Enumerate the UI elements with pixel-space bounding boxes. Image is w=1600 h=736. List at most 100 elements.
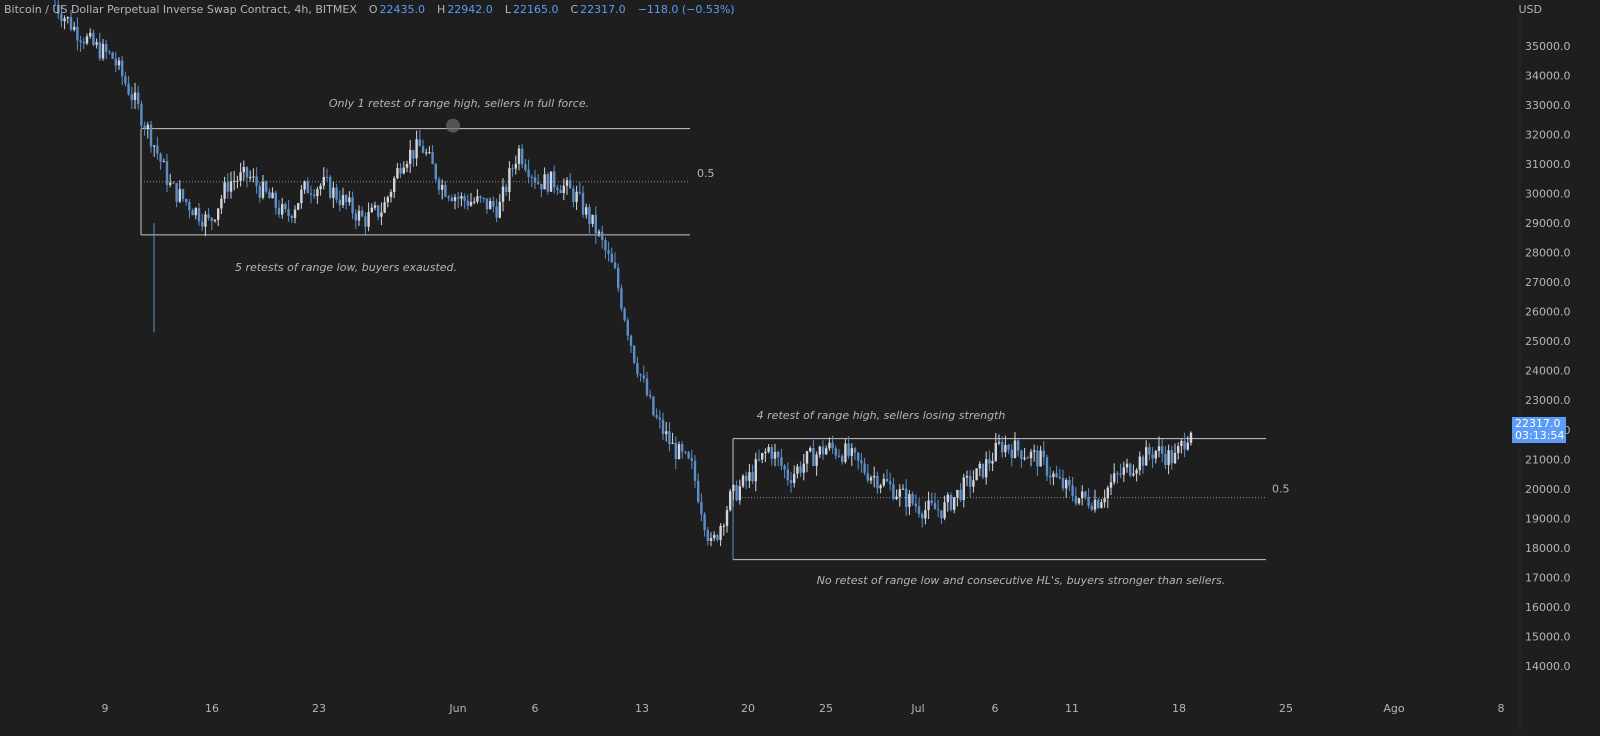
candle-body (175, 183, 178, 202)
last-price-flag: 22317.0 03:13:54 (1512, 417, 1566, 443)
candle-body (1119, 473, 1122, 475)
candle-body (1001, 442, 1004, 453)
candle-body (565, 180, 569, 186)
candle-body (533, 177, 537, 183)
candle-body (767, 447, 770, 452)
candle-body (428, 152, 431, 154)
candle-body (415, 139, 418, 159)
candle-body (501, 186, 505, 202)
y-tick-label: 28000.0 (1525, 247, 1571, 260)
candle-body (988, 459, 991, 464)
candle-body (997, 442, 1001, 444)
candle-body (485, 198, 489, 210)
candle-body (73, 26, 76, 30)
candle-body (1173, 452, 1177, 464)
candle-body (853, 448, 857, 453)
candle-body (1071, 485, 1074, 497)
candle-body (482, 198, 485, 200)
candle-body (364, 216, 367, 227)
candle-body (517, 148, 521, 164)
candle-body (111, 52, 114, 59)
candle-body (453, 197, 457, 201)
candle-body (309, 193, 313, 195)
x-tick-label: 9 (102, 702, 109, 715)
y-tick-label: 15000.0 (1525, 630, 1571, 643)
candle-body (1074, 496, 1077, 504)
candle-body (508, 168, 511, 192)
candle-body (981, 463, 985, 478)
candle-body (213, 219, 217, 221)
candle-body (405, 163, 409, 168)
candle-body (469, 201, 473, 206)
candle-body (930, 500, 933, 504)
candle-body (610, 253, 613, 263)
range-mid-label: 0.5 (1272, 483, 1290, 496)
candle-body (393, 178, 396, 192)
x-tick-label: 20 (741, 702, 755, 715)
y-tick-label: 16000.0 (1525, 601, 1571, 614)
candle-body (223, 182, 226, 199)
candle-body (780, 457, 783, 466)
candle-body (1049, 475, 1052, 478)
candle-body (1141, 456, 1145, 466)
candle-body (281, 204, 284, 215)
candle-body (729, 491, 732, 511)
candle-body (991, 460, 994, 464)
candle-body (690, 458, 693, 461)
annotation-text: 5 retests of range low, buyers exausted. (235, 261, 457, 274)
candle-body (994, 442, 997, 461)
candle-body (229, 181, 233, 192)
candle-body (1189, 432, 1193, 443)
candle-body (924, 509, 927, 519)
open-value: 22435.0 (379, 3, 426, 16)
symbol-title[interactable]: Bitcoin / US Dollar Perpetual Inverse Sw… (4, 3, 357, 16)
candle-body (143, 125, 146, 129)
candle-body (351, 197, 354, 214)
candle-body (601, 231, 604, 241)
candle-body (1052, 473, 1055, 478)
candle-body (812, 448, 815, 466)
candle-body (655, 415, 658, 418)
candle-body (514, 163, 517, 169)
candle-body (185, 198, 188, 203)
currency-label[interactable]: USD (1518, 3, 1542, 16)
candle-body (1058, 476, 1061, 478)
annotation-text: Only 1 retest of range high, sellers in … (329, 97, 589, 110)
candle-body (335, 187, 338, 200)
symbol-header: Bitcoin / US Dollar Perpetual Inverse Sw… (4, 3, 737, 16)
candle-body (933, 503, 937, 510)
candle-body (181, 189, 185, 199)
candle-body (265, 181, 268, 192)
candle-body (201, 221, 204, 227)
candle-body (437, 179, 441, 190)
x-tick-label: 6 (992, 702, 999, 715)
candle-body (751, 472, 754, 482)
candle-body (917, 506, 921, 515)
candle-body (1061, 477, 1065, 489)
candle-body (668, 431, 671, 444)
candle-body (1132, 473, 1135, 476)
candle-body (441, 184, 444, 190)
candle-body (297, 203, 300, 210)
candle-body (591, 214, 594, 224)
candle-body (1161, 446, 1164, 454)
candle-body (146, 124, 149, 129)
candle-body (895, 496, 898, 499)
candle-body (530, 176, 533, 178)
candle-body (402, 167, 405, 174)
range-mid-label: 0.5 (697, 167, 715, 180)
y-tick-label: 32000.0 (1525, 129, 1571, 142)
candle-body (885, 478, 889, 482)
candle-body (754, 459, 757, 482)
candle-body (828, 442, 831, 449)
x-tick-label: 25 (1279, 702, 1293, 715)
candle-body (239, 172, 242, 181)
candle-body (399, 168, 402, 174)
candle-body (1157, 446, 1161, 451)
candle-body (450, 197, 453, 201)
candle-body (1084, 491, 1087, 497)
candle-body (1116, 473, 1119, 475)
high-value: 22942.0 (447, 3, 493, 16)
